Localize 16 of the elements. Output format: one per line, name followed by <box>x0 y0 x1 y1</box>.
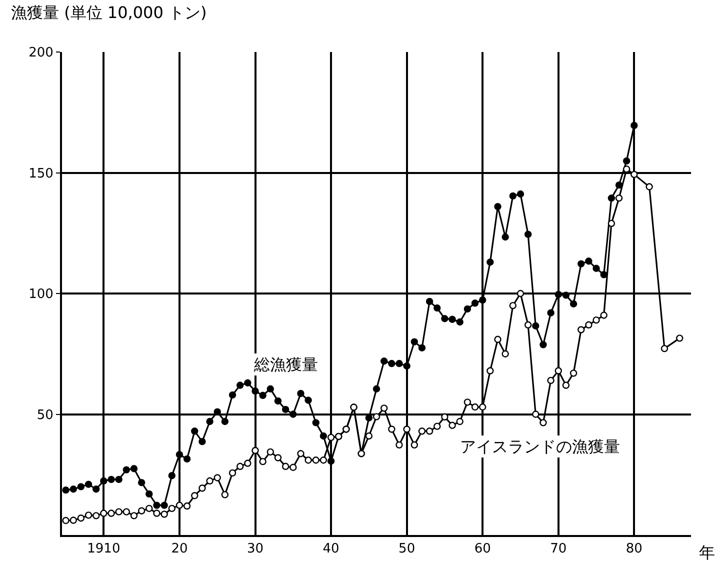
x-tick-label: 1910 <box>87 542 120 557</box>
x-tick-label: 20 <box>171 542 188 557</box>
x-axis-title: 年 <box>699 543 715 562</box>
series-label: アイスランドの漁獲量 <box>460 437 620 456</box>
x-tick-label: 70 <box>550 542 567 557</box>
x-tick-label: 40 <box>322 542 340 557</box>
y-tick-label: 200 <box>28 46 54 61</box>
x-tick-label: 60 <box>474 542 491 557</box>
y-tick-label: 100 <box>28 287 54 302</box>
series-label: 総漁獲量 <box>253 355 318 374</box>
y-tick-label: 50 <box>36 408 54 423</box>
x-tick-label: 50 <box>398 542 416 557</box>
y-tick-label: 150 <box>28 166 54 182</box>
x-tick-label: 80 <box>626 542 642 557</box>
y-axis-title: 漁獲量 (単位 10,000 トン) <box>11 3 207 22</box>
x-tick-label: 30 <box>246 542 264 557</box>
